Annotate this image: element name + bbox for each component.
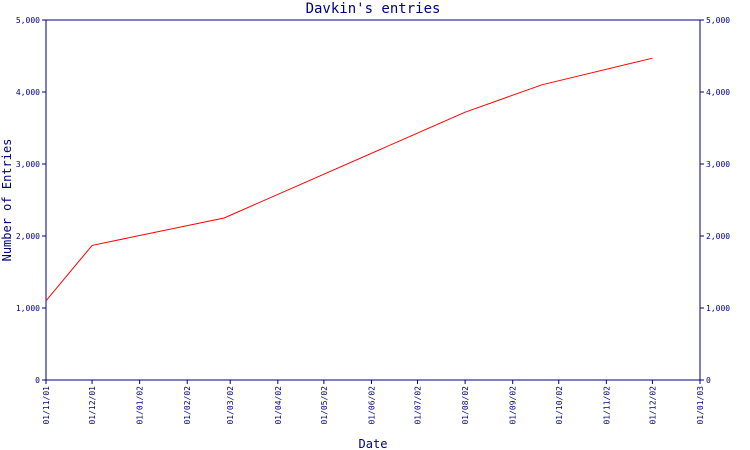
y-tick-label-left: 3,000 <box>16 160 40 169</box>
x-tick-label: 01/10/02 <box>555 386 564 425</box>
x-tick-label: 01/12/01 <box>88 386 97 425</box>
y-tick-label-right: 3,000 <box>706 160 730 169</box>
x-tick-label: 01/01/03 <box>696 386 705 425</box>
y-tick-label-right: 0 <box>706 376 711 385</box>
x-tick-label: 01/04/02 <box>274 386 283 425</box>
plot-area-frame <box>45 19 701 381</box>
y-axis-label: Number of Entries <box>0 139 14 262</box>
y-tick-label-left: 4,000 <box>16 88 40 97</box>
y-tick-label-left: 0 <box>35 376 40 385</box>
x-tick-label: 01/09/02 <box>509 386 518 425</box>
x-tick-label: 01/07/02 <box>414 386 423 425</box>
x-axis-label: Date <box>359 437 388 450</box>
y-tick-label-right: 5,000 <box>706 16 730 25</box>
x-tick-label: 01/01/02 <box>136 386 145 425</box>
x-tick-label: 01/12/02 <box>648 386 657 425</box>
x-tick-label: 01/06/02 <box>367 386 376 425</box>
y-tick-label-right: 4,000 <box>706 88 730 97</box>
x-tick-label: 01/05/02 <box>320 386 329 425</box>
series-line <box>45 57 653 302</box>
x-tick-label: 01/11/02 <box>602 386 611 425</box>
x-tick-label: 01/08/02 <box>461 386 470 425</box>
y-tick-label-right: 2,000 <box>706 232 730 241</box>
y-tick-label-left: 5,000 <box>16 16 40 25</box>
y-tick-label-left: 1,000 <box>16 304 40 313</box>
chart-title: Davkin's entries <box>306 1 441 17</box>
y-tick-label-left: 2,000 <box>16 232 40 241</box>
x-tick-label: 01/02/02 <box>183 386 192 425</box>
x-tick-label: 01/11/01 <box>42 386 51 425</box>
y-tick-label-right: 1,000 <box>706 304 730 313</box>
x-tick-label: 01/03/02 <box>226 386 235 425</box>
